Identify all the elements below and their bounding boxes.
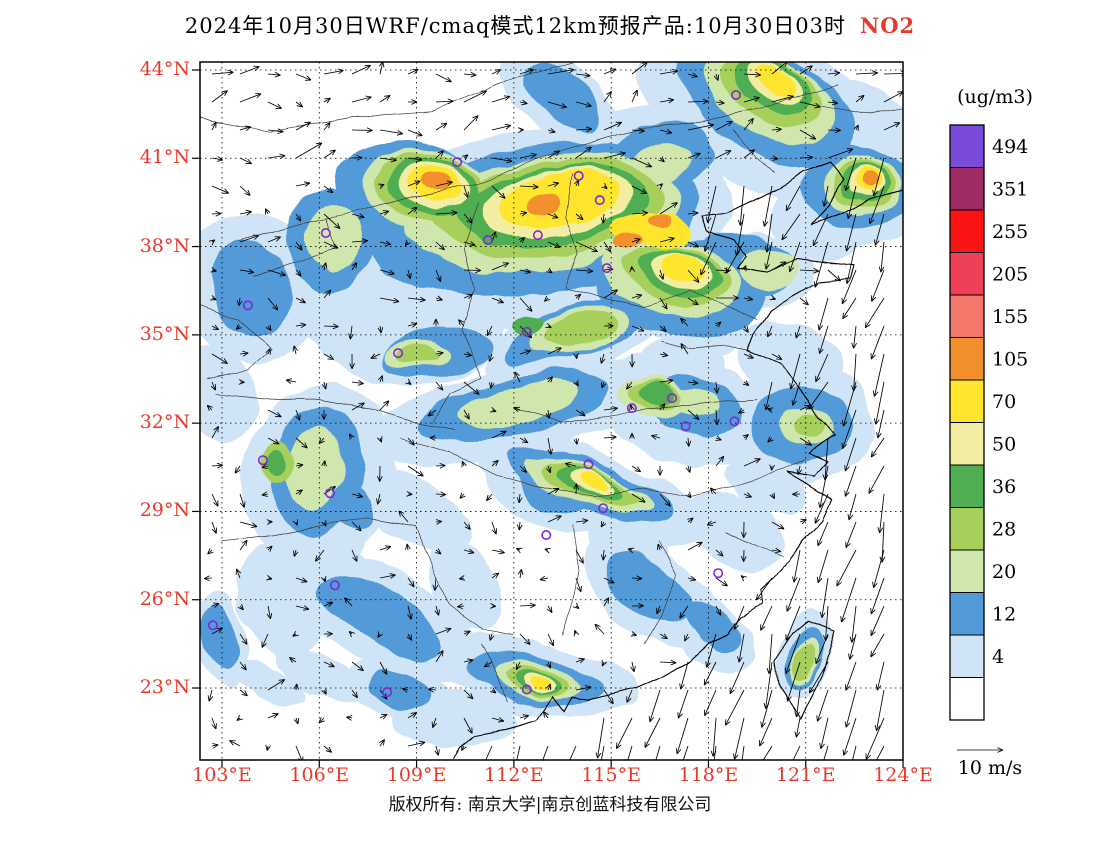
- colorbar-label: 494: [992, 136, 1028, 158]
- city-marker: [626, 403, 637, 414]
- lon-label: 112°E: [484, 764, 544, 786]
- lon-label: 103°E: [192, 764, 252, 786]
- station-markers: [207, 90, 741, 698]
- lon-label: 109°E: [386, 764, 447, 786]
- colorbar-cell: [949, 592, 985, 636]
- colorbar-cell: [949, 549, 985, 593]
- colorbar-unit: (ug/m3): [957, 86, 1033, 108]
- lon-label: 118°E: [678, 764, 739, 786]
- city-marker: [583, 459, 594, 470]
- lat-label: 38°N: [139, 234, 190, 257]
- colorbar-label: 105: [992, 348, 1028, 370]
- colorbar-label: 4: [992, 646, 1004, 668]
- colorbar-cell: [949, 677, 985, 721]
- city-marker: [729, 416, 740, 427]
- colorbar-cell: [949, 294, 985, 338]
- colorbar-cell: [949, 422, 985, 466]
- lon-label: 106°E: [289, 764, 350, 786]
- colorbar-label: 36: [992, 476, 1016, 498]
- city-marker: [320, 228, 331, 239]
- city-marker: [667, 393, 678, 404]
- city-marker: [730, 90, 741, 101]
- city-marker: [242, 300, 253, 311]
- chart-title: 2024年10月30日WRF/cmaq模式12km预报产品:10月30日03时 N…: [0, 10, 1100, 40]
- city-marker: [680, 421, 691, 432]
- chart-title-text: 2024年10月30日WRF/cmaq模式12km预报产品:10月30日03时: [184, 14, 847, 38]
- lat-label: 44°N: [139, 58, 190, 80]
- colorbar-label: 205: [992, 263, 1028, 285]
- lat-label: 29°N: [139, 499, 190, 522]
- colorbar: 494 351 255 205 155 105 70 50 36 28 20 12 4: [949, 124, 1028, 721]
- colorbar-label: 20: [992, 561, 1016, 583]
- lat-label: 23°N: [139, 676, 190, 698]
- lat-label: 35°N: [139, 322, 190, 345]
- city-marker: [257, 455, 268, 466]
- colorbar-label: 351: [992, 178, 1028, 200]
- colorbar-cell: [949, 507, 985, 551]
- lon-label: 124°E: [873, 764, 933, 786]
- city-marker: [601, 263, 612, 274]
- city-marker: [573, 170, 584, 181]
- concentration-field: [200, 62, 903, 747]
- city-marker: [521, 326, 532, 337]
- city-marker: [393, 348, 404, 359]
- map-boundaries: [200, 62, 903, 759]
- lat-label: 41°N: [139, 146, 190, 169]
- city-marker: [541, 529, 552, 540]
- colorbar-cell: [949, 464, 985, 508]
- city-marker: [324, 488, 335, 499]
- copyright-footer: 版权所有: 南京大学|南京创蓝科技有限公司: [388, 795, 712, 815]
- colorbar-label: 28: [992, 518, 1016, 540]
- colorbar-label: 70: [992, 391, 1016, 413]
- city-marker: [598, 503, 609, 514]
- colorbar-cell: [949, 167, 985, 211]
- colorbar-cell: [949, 252, 985, 296]
- map-frame: [192, 61, 904, 768]
- lon-label: 121°E: [775, 764, 836, 786]
- city-marker: [521, 684, 532, 695]
- city-marker: [382, 687, 393, 698]
- grid-lines: [200, 62, 903, 760]
- wind-reference-label: 10 m/s: [957, 757, 1023, 779]
- city-marker: [482, 235, 493, 246]
- colorbar-label: 255: [992, 221, 1028, 243]
- lat-label: 32°N: [139, 411, 190, 434]
- lat-label: 26°N: [139, 587, 190, 610]
- wind-vectors: [203, 62, 903, 760]
- colorbar-cell: [949, 634, 985, 678]
- colorbar-label: 155: [992, 306, 1028, 328]
- wind-reference-arrow: [957, 747, 1004, 753]
- colorbar-label: 12: [992, 603, 1016, 625]
- chart-title-species: NO2: [860, 13, 916, 38]
- colorbar-cell: [949, 337, 985, 381]
- lon-label: 115°E: [581, 764, 641, 786]
- city-marker: [532, 230, 543, 241]
- city-marker: [329, 580, 340, 591]
- city-marker: [713, 568, 724, 579]
- colorbar-cell: [949, 124, 985, 168]
- colorbar-cell: [949, 209, 985, 253]
- city-marker: [452, 157, 463, 168]
- colorbar-cell: [949, 379, 985, 423]
- city-marker: [207, 620, 218, 631]
- city-marker: [594, 195, 605, 206]
- colorbar-label: 50: [992, 433, 1016, 455]
